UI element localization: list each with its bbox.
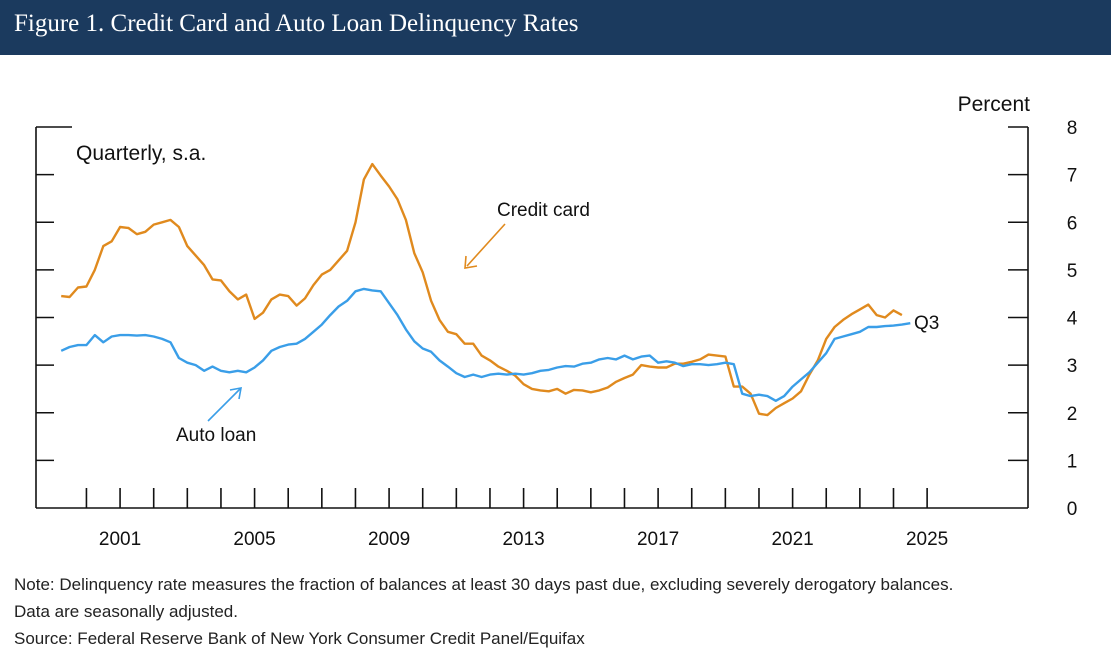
notes-section: Note: Delinquency rate measures the frac… [14, 571, 1104, 652]
x-tick-label: 2017 [637, 529, 679, 550]
auto-loan-line [60, 287, 911, 402]
auto-loan-arrow [207, 387, 242, 422]
source-line: Source: Federal Reserve Bank of New York… [14, 629, 585, 648]
y-tick-label: 0 [1067, 499, 1078, 520]
series-lines [60, 162, 911, 417]
title-bar: Figure 1. Credit Card and Auto Loan Deli… [0, 0, 1111, 55]
y-tick-label: 4 [1067, 309, 1078, 330]
x-tick-label: 2005 [233, 529, 275, 550]
y-tick-label: 6 [1067, 213, 1078, 234]
plot-frame [35, 126, 1029, 509]
y-axis: 0 1 2 3 4 5 6 7 8 [36, 118, 1078, 520]
x-tick-label: 2025 [906, 529, 948, 550]
credit-card-annotation: Credit card [497, 200, 590, 221]
figure-title: Figure 1. Credit Card and Auto Loan Deli… [14, 10, 579, 37]
x-tick-label: 2001 [99, 529, 141, 550]
x-tick-label: 2021 [771, 529, 813, 550]
y-tick-label: 7 [1067, 166, 1078, 187]
q3-annotation: Q3 [914, 313, 939, 334]
chart-subtitle: Quarterly, s.a. [76, 142, 206, 165]
y-tick-label: 1 [1067, 451, 1078, 472]
credit-card-line [61, 162, 903, 417]
y-axis-label: Percent [958, 93, 1031, 116]
y-tick-label: 2 [1067, 404, 1078, 425]
credit-card-arrow [464, 223, 506, 269]
delinquency-line-chart: 0 1 2 3 4 5 6 7 8 2001 2005 2009 2013 2017 2021 2025 P… [35, 93, 1078, 550]
x-axis: 2001 2005 2009 2013 2017 2021 2025 [85, 488, 948, 550]
note-line-2: Data are seasonally adjusted. [14, 602, 238, 621]
y-tick-label: 8 [1067, 118, 1078, 139]
auto-loan-annotation: Auto loan [176, 425, 256, 446]
note-line-1: Note: Delinquency rate measures the frac… [14, 575, 954, 594]
x-tick-label: 2013 [502, 529, 544, 550]
y-tick-label: 5 [1067, 261, 1078, 282]
x-tick-label: 2009 [368, 529, 410, 550]
y-tick-label: 3 [1067, 356, 1078, 377]
